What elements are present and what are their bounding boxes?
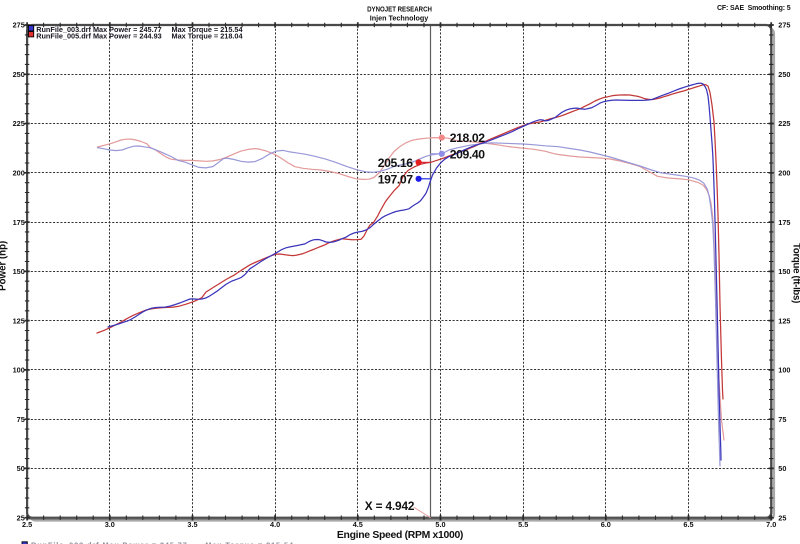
svg-text:4.0: 4.0 xyxy=(270,520,280,529)
svg-text:175: 175 xyxy=(13,218,25,227)
svg-text:3.0: 3.0 xyxy=(105,520,115,529)
svg-text:50: 50 xyxy=(778,464,786,473)
svg-text:Torque (ft-lbs): Torque (ft-lbs) xyxy=(791,243,800,303)
svg-text:200: 200 xyxy=(13,169,25,178)
svg-text:CF: SAE Smoothing: 5: CF: SAE Smoothing: 5 xyxy=(717,5,791,12)
svg-text:150: 150 xyxy=(13,267,25,276)
svg-text:218.02: 218.02 xyxy=(450,131,485,145)
svg-text:6.5: 6.5 xyxy=(683,520,693,529)
svg-text:250: 250 xyxy=(13,70,25,79)
svg-text:75: 75 xyxy=(17,415,25,424)
svg-text:209.40: 209.40 xyxy=(450,147,485,161)
svg-text:RunFile_003.drf Max Power = 24: RunFile_003.drf Max Power = 245.77 Max T… xyxy=(31,541,294,544)
svg-text:197.07: 197.07 xyxy=(378,172,413,186)
svg-text:225: 225 xyxy=(13,119,25,128)
svg-text:RunFile_005.drf Max Power = 24: RunFile_005.drf Max Power = 244.93 xyxy=(36,31,162,40)
svg-text:X = 4.942: X = 4.942 xyxy=(365,499,415,513)
svg-text:RunFile_003.drf Max Power = 24: RunFile_003.drf Max Power = 245.77 xyxy=(36,25,162,34)
svg-text:200: 200 xyxy=(778,169,790,178)
svg-text:6.0: 6.0 xyxy=(601,520,611,529)
svg-text:275: 275 xyxy=(13,21,25,30)
svg-text:4.5: 4.5 xyxy=(353,520,363,529)
svg-text:250: 250 xyxy=(778,70,790,79)
svg-text:75: 75 xyxy=(778,415,786,424)
svg-text:Max Torque = 218.04: Max Torque = 218.04 xyxy=(172,31,244,40)
svg-text:Power (hp): Power (hp) xyxy=(0,241,8,291)
svg-text:50: 50 xyxy=(17,464,25,473)
svg-text:100: 100 xyxy=(13,366,25,375)
svg-text:2.5: 2.5 xyxy=(22,520,32,529)
svg-text:5.5: 5.5 xyxy=(518,520,528,529)
svg-text:3.5: 3.5 xyxy=(187,520,197,529)
svg-text:175: 175 xyxy=(778,218,790,227)
svg-text:7.0: 7.0 xyxy=(766,520,776,529)
svg-text:275: 275 xyxy=(778,21,790,30)
svg-text:Engine Speed (RPM x1000): Engine Speed (RPM x1000) xyxy=(337,530,463,541)
svg-text:125: 125 xyxy=(778,316,790,325)
svg-text:225: 225 xyxy=(778,119,790,128)
svg-text:150: 150 xyxy=(778,267,790,276)
svg-text:25: 25 xyxy=(778,513,786,522)
svg-text:Injen Technology: Injen Technology xyxy=(370,14,429,23)
svg-text:5.0: 5.0 xyxy=(435,520,445,529)
svg-text:25: 25 xyxy=(17,513,25,522)
svg-text:100: 100 xyxy=(778,366,790,375)
svg-text:Max Torque = 215.54: Max Torque = 215.54 xyxy=(172,25,244,34)
svg-text:205.16: 205.16 xyxy=(378,156,413,170)
svg-text:DYNOJET RESEARCH: DYNOJET RESEARCH xyxy=(367,5,432,14)
svg-text:125: 125 xyxy=(13,316,25,325)
